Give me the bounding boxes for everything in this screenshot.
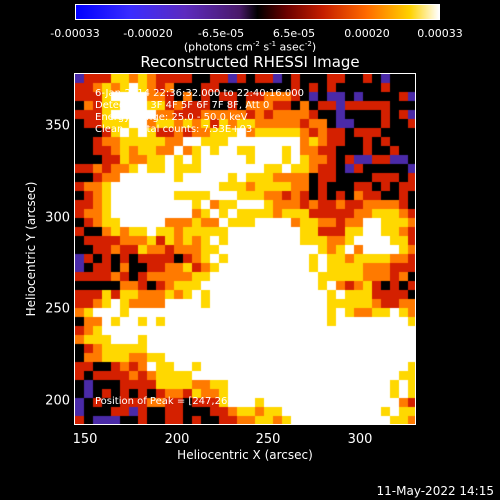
colorbar-tick: -0.00033 [50,27,100,40]
colorbar-units: (photons cm-2 s-1 asec-2) [183,40,317,54]
colorbar-tick: -6.5e-05 [197,27,245,40]
x-axis-label: Heliocentric X (arcsec) [177,448,313,462]
time-range-text: 6-Jan-2014 22:36:32.000 to 22:40:16.000 [95,88,304,99]
peak-position-text: Position of Peak = [247,263] [95,396,238,407]
image-title: Reconstructed RHESSI Image [140,53,360,71]
energy-range-text: Energy Range: 25.0 - 50.0 keV [95,112,248,123]
colorbar-tick: 6.5e-05 [272,27,316,40]
footer-date: 11-May-2022 14:15 [376,484,494,498]
x-tick-label: 200 [164,432,190,447]
x-tick-label: 300 [347,432,373,447]
y-axis-label: Heliocentric Y (arcsec) [24,181,38,317]
detectors-text: Detectors: 3F 4F 5F 6F 7F 8F, Att 0 [95,100,270,111]
x-tick-label: 250 [255,432,281,447]
y-tick-label: 300 [45,210,70,226]
x-tick-label: 150 [72,432,98,447]
heatmap-image [75,74,415,424]
y-tick-label: 350 [45,118,70,134]
colorbar-tick: 0.00020 [344,27,390,40]
clean-counts-text: Clean Total counts: 7.53E+03 [95,124,253,135]
colorbar [75,4,440,20]
y-tick-label: 250 [45,301,70,317]
plot-area: 6-Jan-2014 22:36:32.000 to 22:40:16.000 … [74,73,416,425]
y-tick-label: 200 [45,393,70,409]
colorbar-tick: 0.00033 [417,27,463,40]
colorbar-tick: -0.00020 [123,27,173,40]
